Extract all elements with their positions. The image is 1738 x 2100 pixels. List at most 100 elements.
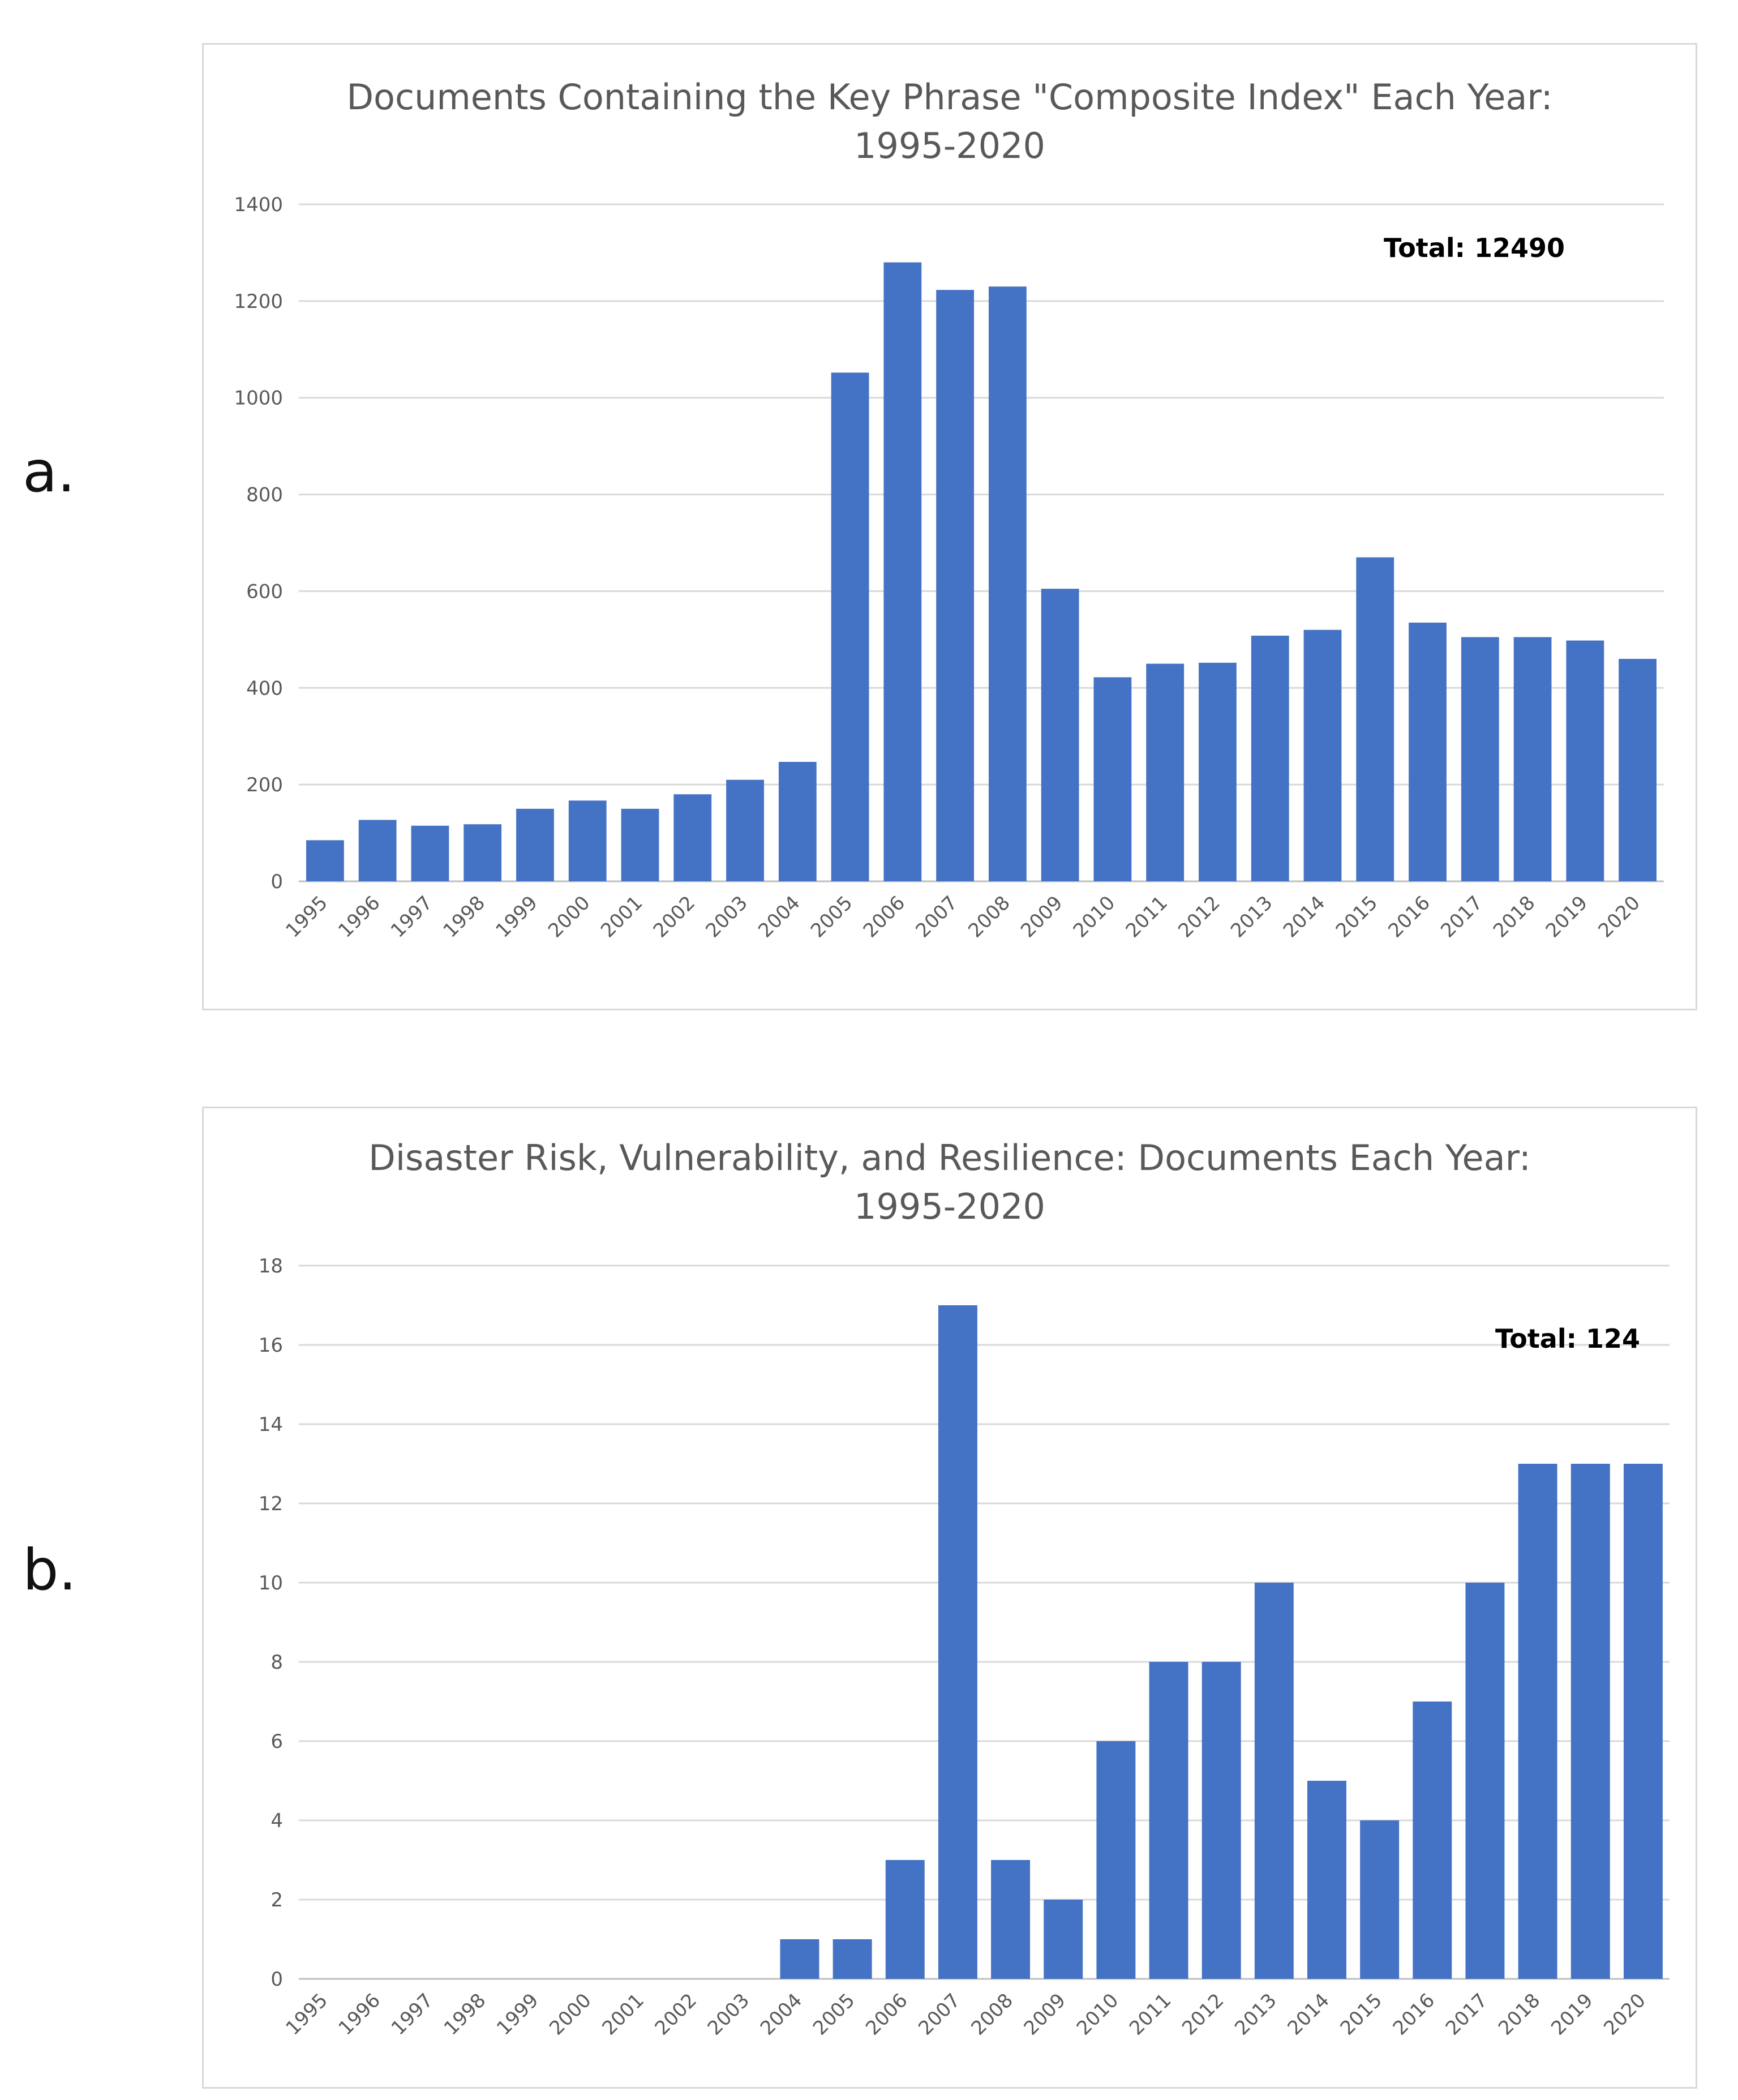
y-tick-label: 600 — [246, 580, 283, 603]
x-tick-label: 2019 — [1547, 1989, 1597, 2039]
bar-2014 — [1307, 1781, 1346, 1979]
panel-label-b: b. — [23, 1537, 77, 1603]
x-tick-label: 1996 — [334, 892, 384, 942]
x-tick-label: 2006 — [859, 892, 909, 942]
chart-b-title-line2: 1995-2020 — [854, 1186, 1045, 1227]
x-tick-label: 2007 — [914, 1989, 964, 2039]
y-tick-label: 2 — [271, 1889, 283, 1912]
y-tick-label: 400 — [246, 677, 283, 700]
bar-2003 — [726, 779, 764, 881]
x-tick-label: 2005 — [806, 892, 857, 942]
y-tick-label: 6 — [271, 1730, 283, 1753]
bar-2017 — [1461, 637, 1499, 881]
chart-a-title: Documents Containing the Key Phrase "Com… — [204, 73, 1696, 170]
bar-2013 — [1251, 636, 1289, 881]
bar-2019 — [1566, 640, 1604, 881]
x-tick-label: 2015 — [1336, 1989, 1387, 2039]
chart-a-title-line2: 1995-2020 — [854, 125, 1045, 166]
x-tick-label: 2009 — [1020, 1989, 1070, 2039]
x-tick-label: 2004 — [756, 1989, 806, 2039]
bar-2015 — [1356, 557, 1394, 881]
bar-1998 — [464, 824, 502, 881]
x-tick-label: 2019 — [1542, 892, 1592, 942]
bar-2012 — [1201, 1662, 1241, 1979]
x-tick-label: 1995 — [281, 892, 332, 942]
y-tick-label: 10 — [259, 1572, 283, 1595]
x-tick-label: 1997 — [387, 1989, 437, 2039]
bar-2012 — [1199, 662, 1237, 881]
x-tick-label: 1996 — [334, 1989, 385, 2039]
y-tick-label: 1400 — [234, 194, 283, 216]
bar-2011 — [1149, 1662, 1188, 1979]
x-tick-label: 2016 — [1389, 1989, 1439, 2039]
x-tick-label: 2001 — [597, 892, 647, 942]
x-tick-label: 1997 — [387, 892, 437, 942]
x-tick-label: 2017 — [1441, 1989, 1492, 2039]
x-tick-label: 2013 — [1230, 1989, 1281, 2039]
bar-2005 — [831, 372, 869, 881]
x-tick-label: 2001 — [598, 1989, 648, 2039]
x-tick-label: 1998 — [439, 892, 490, 942]
bar-2004 — [778, 761, 817, 881]
x-tick-label: 2003 — [703, 1989, 754, 2039]
bar-2016 — [1413, 1702, 1452, 1979]
bar-2006 — [883, 262, 922, 881]
x-tick-label: 2000 — [544, 892, 594, 942]
y-tick-label: 0 — [271, 1968, 283, 1991]
bar-2017 — [1465, 1583, 1505, 1979]
x-tick-label: 2018 — [1489, 892, 1539, 942]
x-tick-label: 2020 — [1599, 1989, 1650, 2039]
y-tick-label: 4 — [271, 1810, 283, 1832]
x-tick-label: 2008 — [964, 892, 1014, 942]
bar-2008 — [991, 1860, 1031, 1979]
bar-2014 — [1303, 629, 1342, 881]
bar-2004 — [780, 1939, 819, 1979]
bar-2016 — [1409, 622, 1447, 881]
y-tick-label: 200 — [246, 774, 283, 796]
x-tick-label: 1998 — [440, 1989, 490, 2039]
y-tick-label: 8 — [271, 1651, 283, 1674]
bar-2010 — [1096, 1741, 1136, 1979]
x-tick-label: 2010 — [1072, 1989, 1123, 2039]
total-annotation: Total: 12490 — [1384, 233, 1565, 263]
x-tick-label: 2012 — [1174, 892, 1224, 942]
bar-2010 — [1093, 677, 1132, 881]
y-tick-label: 1200 — [234, 290, 283, 313]
bar-2018 — [1513, 637, 1552, 881]
bar-2013 — [1254, 1583, 1294, 1979]
bar-2020 — [1623, 1464, 1663, 1979]
x-tick-label: 2014 — [1279, 892, 1329, 942]
x-tick-label: 2014 — [1283, 1989, 1333, 2039]
x-tick-label: 2011 — [1125, 1989, 1175, 2039]
x-tick-label: 2011 — [1122, 892, 1172, 942]
bar-2011 — [1146, 663, 1185, 881]
bar-1997 — [411, 825, 449, 881]
total-annotation: Total: 124 — [1495, 1323, 1640, 1354]
y-tick-label: 800 — [246, 484, 283, 507]
bar-2007 — [936, 290, 975, 882]
x-tick-label: 2010 — [1069, 892, 1119, 942]
bar-2007 — [938, 1305, 977, 1979]
chart-a-title-line1: Documents Containing the Key Phrase "Com… — [346, 76, 1553, 118]
y-tick-label: 16 — [259, 1334, 283, 1357]
x-tick-label: 2013 — [1226, 892, 1277, 942]
bar-2002 — [673, 794, 712, 881]
bar-1995 — [306, 840, 344, 881]
y-tick-label: 12 — [259, 1493, 283, 1515]
x-tick-label: 2008 — [967, 1989, 1017, 2039]
panel-label-a: a. — [23, 439, 76, 505]
bar-1996 — [358, 820, 397, 881]
x-tick-label: 2012 — [1178, 1989, 1228, 2039]
chart-b-title-line1: Disaster Risk, Vulnerability, and Resili… — [368, 1137, 1531, 1178]
x-tick-label: 2007 — [912, 892, 962, 942]
x-tick-label: 2005 — [809, 1989, 859, 2039]
x-tick-label: 2002 — [649, 892, 700, 942]
bar-2015 — [1360, 1820, 1400, 1979]
x-tick-label: 2018 — [1494, 1989, 1544, 2039]
bar-2001 — [621, 808, 659, 881]
x-tick-label: 2000 — [545, 1989, 595, 2039]
y-tick-label: 0 — [271, 871, 283, 893]
bar-2009 — [1041, 589, 1079, 881]
